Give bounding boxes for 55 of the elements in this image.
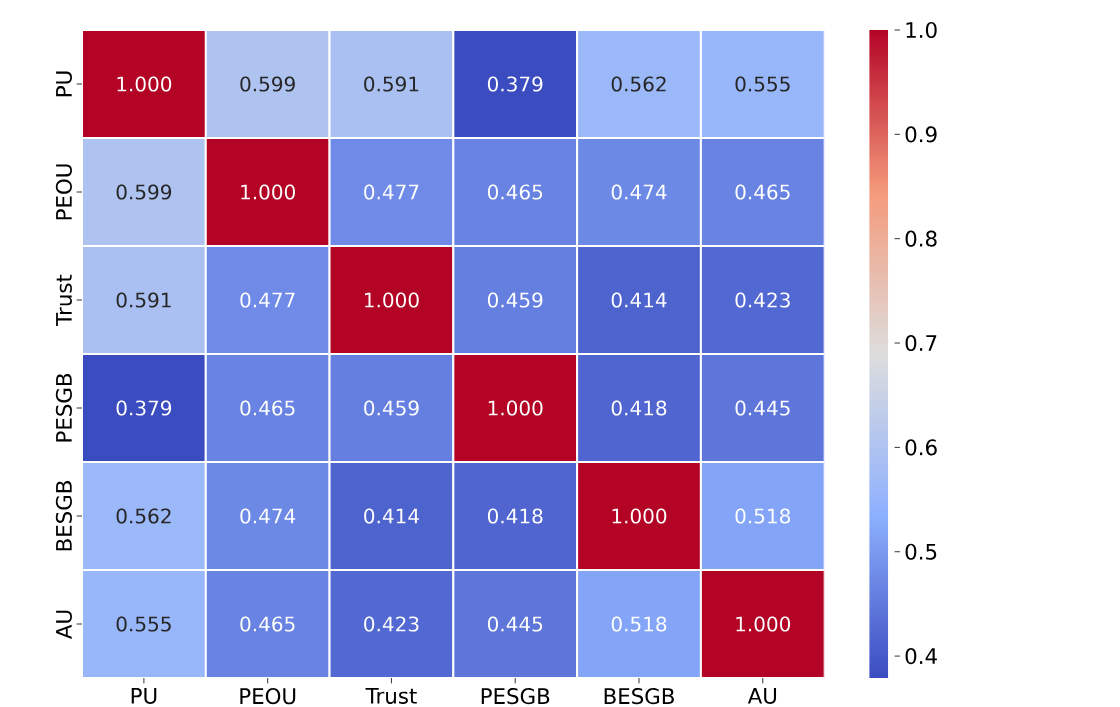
color-bar-label: 1.0 (906, 21, 937, 39)
x-tick-label: AU (747, 688, 777, 704)
x-tick-label: PEOU (240, 688, 296, 705)
data-label: 1.000 (488, 400, 543, 416)
data-label: 0.555 (735, 76, 790, 92)
data-label: 0.599 (116, 184, 172, 200)
y-tick-label: AU (56, 610, 72, 639)
data-label: 0.445 (735, 400, 790, 416)
data-label: 0.414 (364, 508, 419, 524)
data-label: 0.477 (240, 292, 295, 308)
data-label: 0.465 (240, 400, 295, 416)
data-label: 0.474 (240, 508, 296, 524)
data-label: 0.379 (116, 400, 172, 416)
data-label: 1.000 (736, 616, 791, 632)
data-label: 0.414 (611, 292, 667, 308)
data-label: 1.000 (365, 292, 419, 308)
data-label: 0.423 (735, 292, 790, 308)
data-label: 1.000 (241, 184, 295, 200)
color-bar-label: 0.4 (905, 648, 937, 665)
y-tick-label: PU (56, 71, 72, 97)
data-label: 0.555 (116, 616, 171, 632)
color-bar-label: 0.5 (905, 543, 937, 560)
y-tick-label: PESGB (55, 373, 72, 442)
data-label: 0.423 (364, 616, 419, 632)
data-label: 0.477 (364, 184, 419, 200)
x-tick-label: BESGB (604, 688, 674, 705)
data-label: 0.459 (364, 400, 419, 416)
data-label: 0.418 (611, 400, 667, 416)
data-label: 0.465 (735, 184, 790, 200)
x-tick-label: Trust (365, 688, 417, 704)
data-label: 0.474 (611, 184, 667, 200)
data-label: 0.591 (364, 76, 419, 92)
data-label: 0.591 (116, 292, 171, 308)
data-label: 0.599 (240, 76, 295, 92)
data-label: 0.465 (240, 616, 295, 632)
data-label: 0.518 (735, 508, 791, 524)
color-bar-label: 0.7 (905, 334, 937, 352)
color-bar-label: 0.6 (905, 439, 937, 456)
data-label: 0.518 (611, 616, 667, 632)
color-bar-label: 0.8 (905, 230, 937, 247)
data-label: 0.459 (487, 292, 543, 308)
data-label: 1.000 (612, 508, 667, 524)
data-label: 0.562 (116, 508, 171, 524)
data-label: 0.465 (487, 184, 543, 200)
data-label: 0.418 (487, 508, 543, 524)
data-label: 0.562 (611, 76, 666, 92)
x-tick-label: PU (131, 688, 157, 704)
y-tick-label: BESGB (55, 481, 72, 551)
data-label: 1.000 (117, 76, 172, 92)
y-tick-label: PEOU (55, 164, 72, 220)
color-bar-label: 0.9 (905, 126, 937, 143)
x-tick-label: PESGB (481, 688, 550, 705)
y-tick-label: Trust (56, 274, 72, 326)
data-label: 0.445 (487, 616, 543, 632)
data-label: 0.379 (487, 76, 543, 92)
